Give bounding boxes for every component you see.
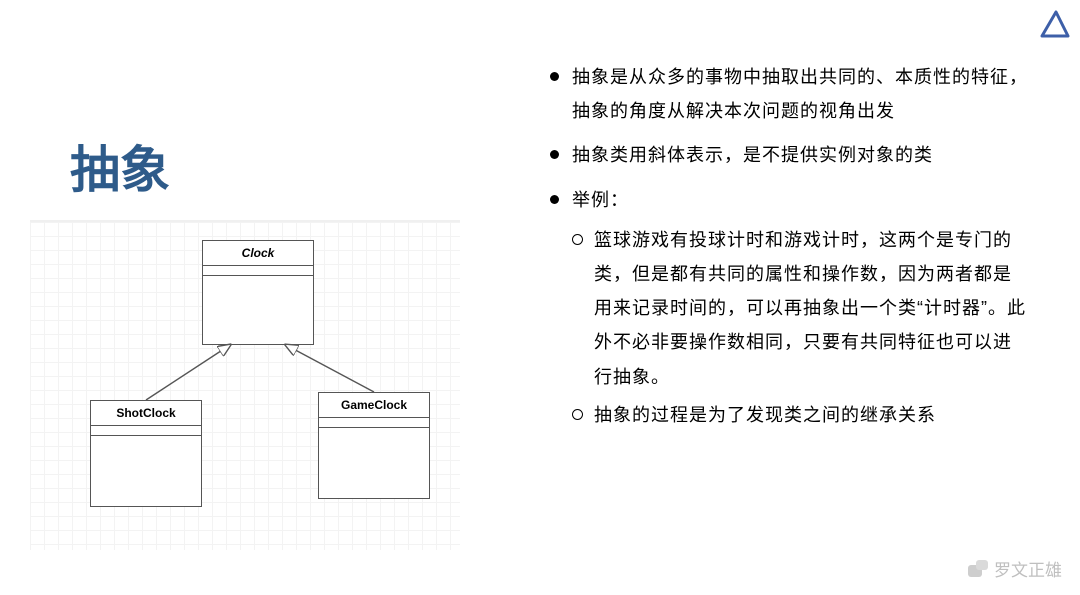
uml-class-gameclock: GameClock [318,392,430,499]
uml-class-title: Clock [203,241,313,266]
sub-bullet-list: 篮球游戏有投球计时和游戏计时，这两个是专门的类，但是都有共同的属性和操作数，因为… [572,223,1030,432]
bullet-text: 举例： [572,190,629,210]
slide-title: 抽象 [70,130,170,202]
bullet-item: 抽象类用斜体表示，是不提供实例对象的类 [550,138,1030,172]
watermark-text: 罗文正雄 [994,556,1062,581]
uml-body [91,436,201,506]
wechat-icon [968,559,988,579]
bullet-item: 抽象是从众多的事物中抽取出共同的、本质性的特征，抽象的角度从解决本次问题的视角出… [550,60,1030,128]
slide: 抽象 Clock ShotClock GameClock [0,0,1080,595]
left-column: 抽象 Clock ShotClock GameClock [0,0,490,595]
uml-class-title: GameClock [319,393,429,418]
uml-diagram: Clock ShotClock GameClock [30,220,460,550]
bullet-list: 抽象是从众多的事物中抽取出共同的、本质性的特征，抽象的角度从解决本次问题的视角出… [550,60,1030,432]
uml-separator [91,426,201,436]
uml-class-clock: Clock [202,240,314,345]
sub-bullet-item: 篮球游戏有投球计时和游戏计时，这两个是专门的类，但是都有共同的属性和操作数，因为… [572,223,1030,394]
uml-body [319,428,429,498]
sub-bullet-item: 抽象的过程是为了发现类之间的继承关系 [572,398,1030,432]
uml-class-title: ShotClock [91,401,201,426]
uml-separator [203,266,313,276]
uml-body [203,276,313,344]
corner-logo-icon [1036,8,1070,42]
right-column: 抽象是从众多的事物中抽取出共同的、本质性的特征，抽象的角度从解决本次问题的视角出… [490,0,1080,595]
uml-class-shotclock: ShotClock [90,400,202,507]
watermark: 罗文正雄 [968,556,1062,581]
bullet-item: 举例： 篮球游戏有投球计时和游戏计时，这两个是专门的类，但是都有共同的属性和操作… [550,183,1030,432]
uml-separator [319,418,429,428]
